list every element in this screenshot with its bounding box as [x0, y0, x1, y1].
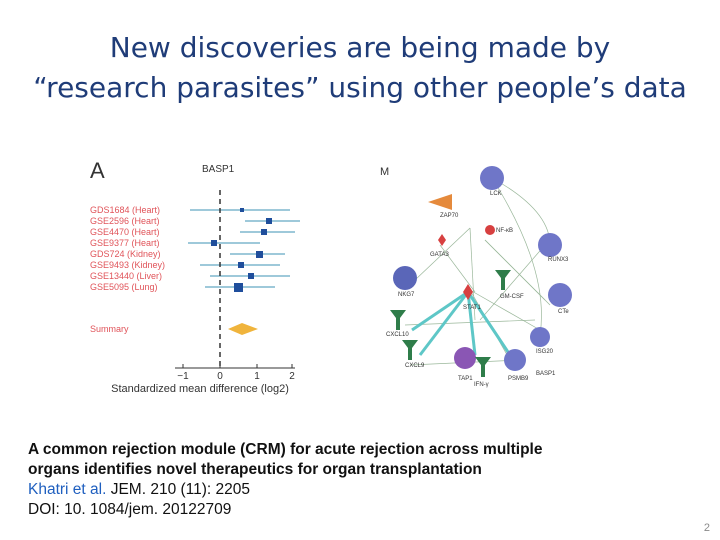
- page-number: 2: [703, 522, 710, 534]
- study-label: GSE9377 (Heart): [90, 238, 160, 248]
- network-edges: [404, 177, 551, 366]
- summary-label: Summary: [90, 324, 129, 334]
- study-markers: [211, 208, 272, 292]
- tick-label: 2: [289, 371, 295, 382]
- study-marker: [261, 229, 267, 235]
- node-label: IFN-γ: [474, 382, 489, 388]
- gene-label: BASP1: [202, 164, 235, 175]
- paper-title-line-1: A common rejection module (CRM) for acut…: [28, 441, 543, 458]
- figure-panel: A BASP1 GDS1684 (Heart) GSE2596 (Heart) …: [80, 150, 600, 400]
- study-marker: [238, 262, 244, 268]
- node-label: TAP1: [458, 376, 473, 382]
- node-psmb9: [504, 349, 526, 371]
- node-label: NF-κB: [496, 228, 513, 234]
- network-highlight-edges: [411, 290, 512, 356]
- node-label: BASP1: [536, 371, 556, 377]
- node-label: PSMB9: [508, 376, 529, 382]
- study-label: GSE13440 (Liver): [90, 271, 162, 281]
- node-ifng: [475, 357, 491, 377]
- node-runx3: [538, 233, 562, 257]
- journal-reference: JEM. 210 (11): 2205: [106, 481, 251, 498]
- node-label: ZAP70: [440, 213, 459, 219]
- study-marker: [266, 218, 272, 224]
- study-marker: [256, 251, 263, 258]
- study-label: GSE9493 (Kidney): [90, 260, 165, 270]
- tick-label: 1: [254, 371, 260, 382]
- node-cte: [548, 283, 572, 307]
- node-label: ISG20: [536, 349, 554, 355]
- title-line-1: New discoveries are being made by: [109, 31, 611, 64]
- node-label: NKG7: [398, 292, 415, 298]
- node-label: GATA3: [430, 252, 449, 258]
- tick-label: −1: [177, 371, 189, 382]
- node-label: GM-CSF: [500, 294, 524, 300]
- node-label: CTe: [558, 309, 569, 315]
- node-nfkb: [485, 225, 495, 235]
- node-cxcl9: [402, 340, 418, 360]
- x-axis-label: Standardized mean difference (log2): [111, 383, 289, 395]
- study-label: GSE5095 (Lung): [90, 282, 158, 292]
- study-marker: [211, 240, 217, 246]
- study-label: GDS724 (Kidney): [90, 249, 161, 259]
- panel-a-label: A: [90, 158, 105, 183]
- study-labels: GDS1684 (Heart) GSE2596 (Heart) GSE4470 …: [90, 205, 165, 334]
- node-nkg7: [393, 266, 417, 290]
- slide-title: New discoveries are being made by “resea…: [0, 28, 720, 108]
- network-node-labels: LCK ZAP70 NF-κB GATA3 RUNX3 NKG7 GM-CSF …: [386, 191, 569, 388]
- citation-line: Khatri et al. JEM. 210 (11): 2205: [28, 480, 668, 500]
- summary-diamond: [228, 323, 258, 335]
- node-tap1: [454, 347, 476, 369]
- study-label: GSE4470 (Heart): [90, 227, 160, 237]
- node-label: CXCL10: [386, 332, 409, 338]
- node-gata3: [438, 234, 446, 246]
- node-gmcsf: [495, 270, 511, 290]
- node-label: RUNX3: [548, 257, 569, 263]
- study-label: GSE2596 (Heart): [90, 216, 160, 226]
- node-cxcl10: [390, 310, 406, 330]
- title-line-2: “research parasites” using other people’…: [33, 71, 687, 104]
- node-label: LCK: [490, 191, 502, 197]
- citation-caption: A common rejection module (CRM) for acut…: [28, 440, 668, 520]
- node-lck: [480, 166, 504, 190]
- node-label: STAT1: [463, 305, 481, 311]
- panel-m-label: M: [380, 166, 389, 178]
- network-nodes: [390, 166, 572, 377]
- study-marker: [248, 273, 254, 279]
- ci-bars: [188, 209, 300, 288]
- authors-link[interactable]: Khatri et al.: [28, 481, 107, 498]
- x-ticks: [182, 364, 293, 368]
- study-label: GDS1684 (Heart): [90, 205, 160, 215]
- study-marker: [234, 283, 243, 292]
- node-isg20: [530, 327, 550, 347]
- node-zap70: [428, 194, 452, 210]
- doi-line: DOI: 10. 1084/jem. 20122709: [28, 501, 232, 518]
- study-marker: [240, 208, 244, 212]
- node-label: CXCL9: [405, 363, 425, 369]
- figure-svg: A BASP1 GDS1684 (Heart) GSE2596 (Heart) …: [90, 158, 572, 395]
- node-stat1: [463, 284, 473, 300]
- paper-title-line-2: organs identifies novel therapeutics for…: [28, 461, 482, 478]
- tick-label: 0: [217, 371, 223, 382]
